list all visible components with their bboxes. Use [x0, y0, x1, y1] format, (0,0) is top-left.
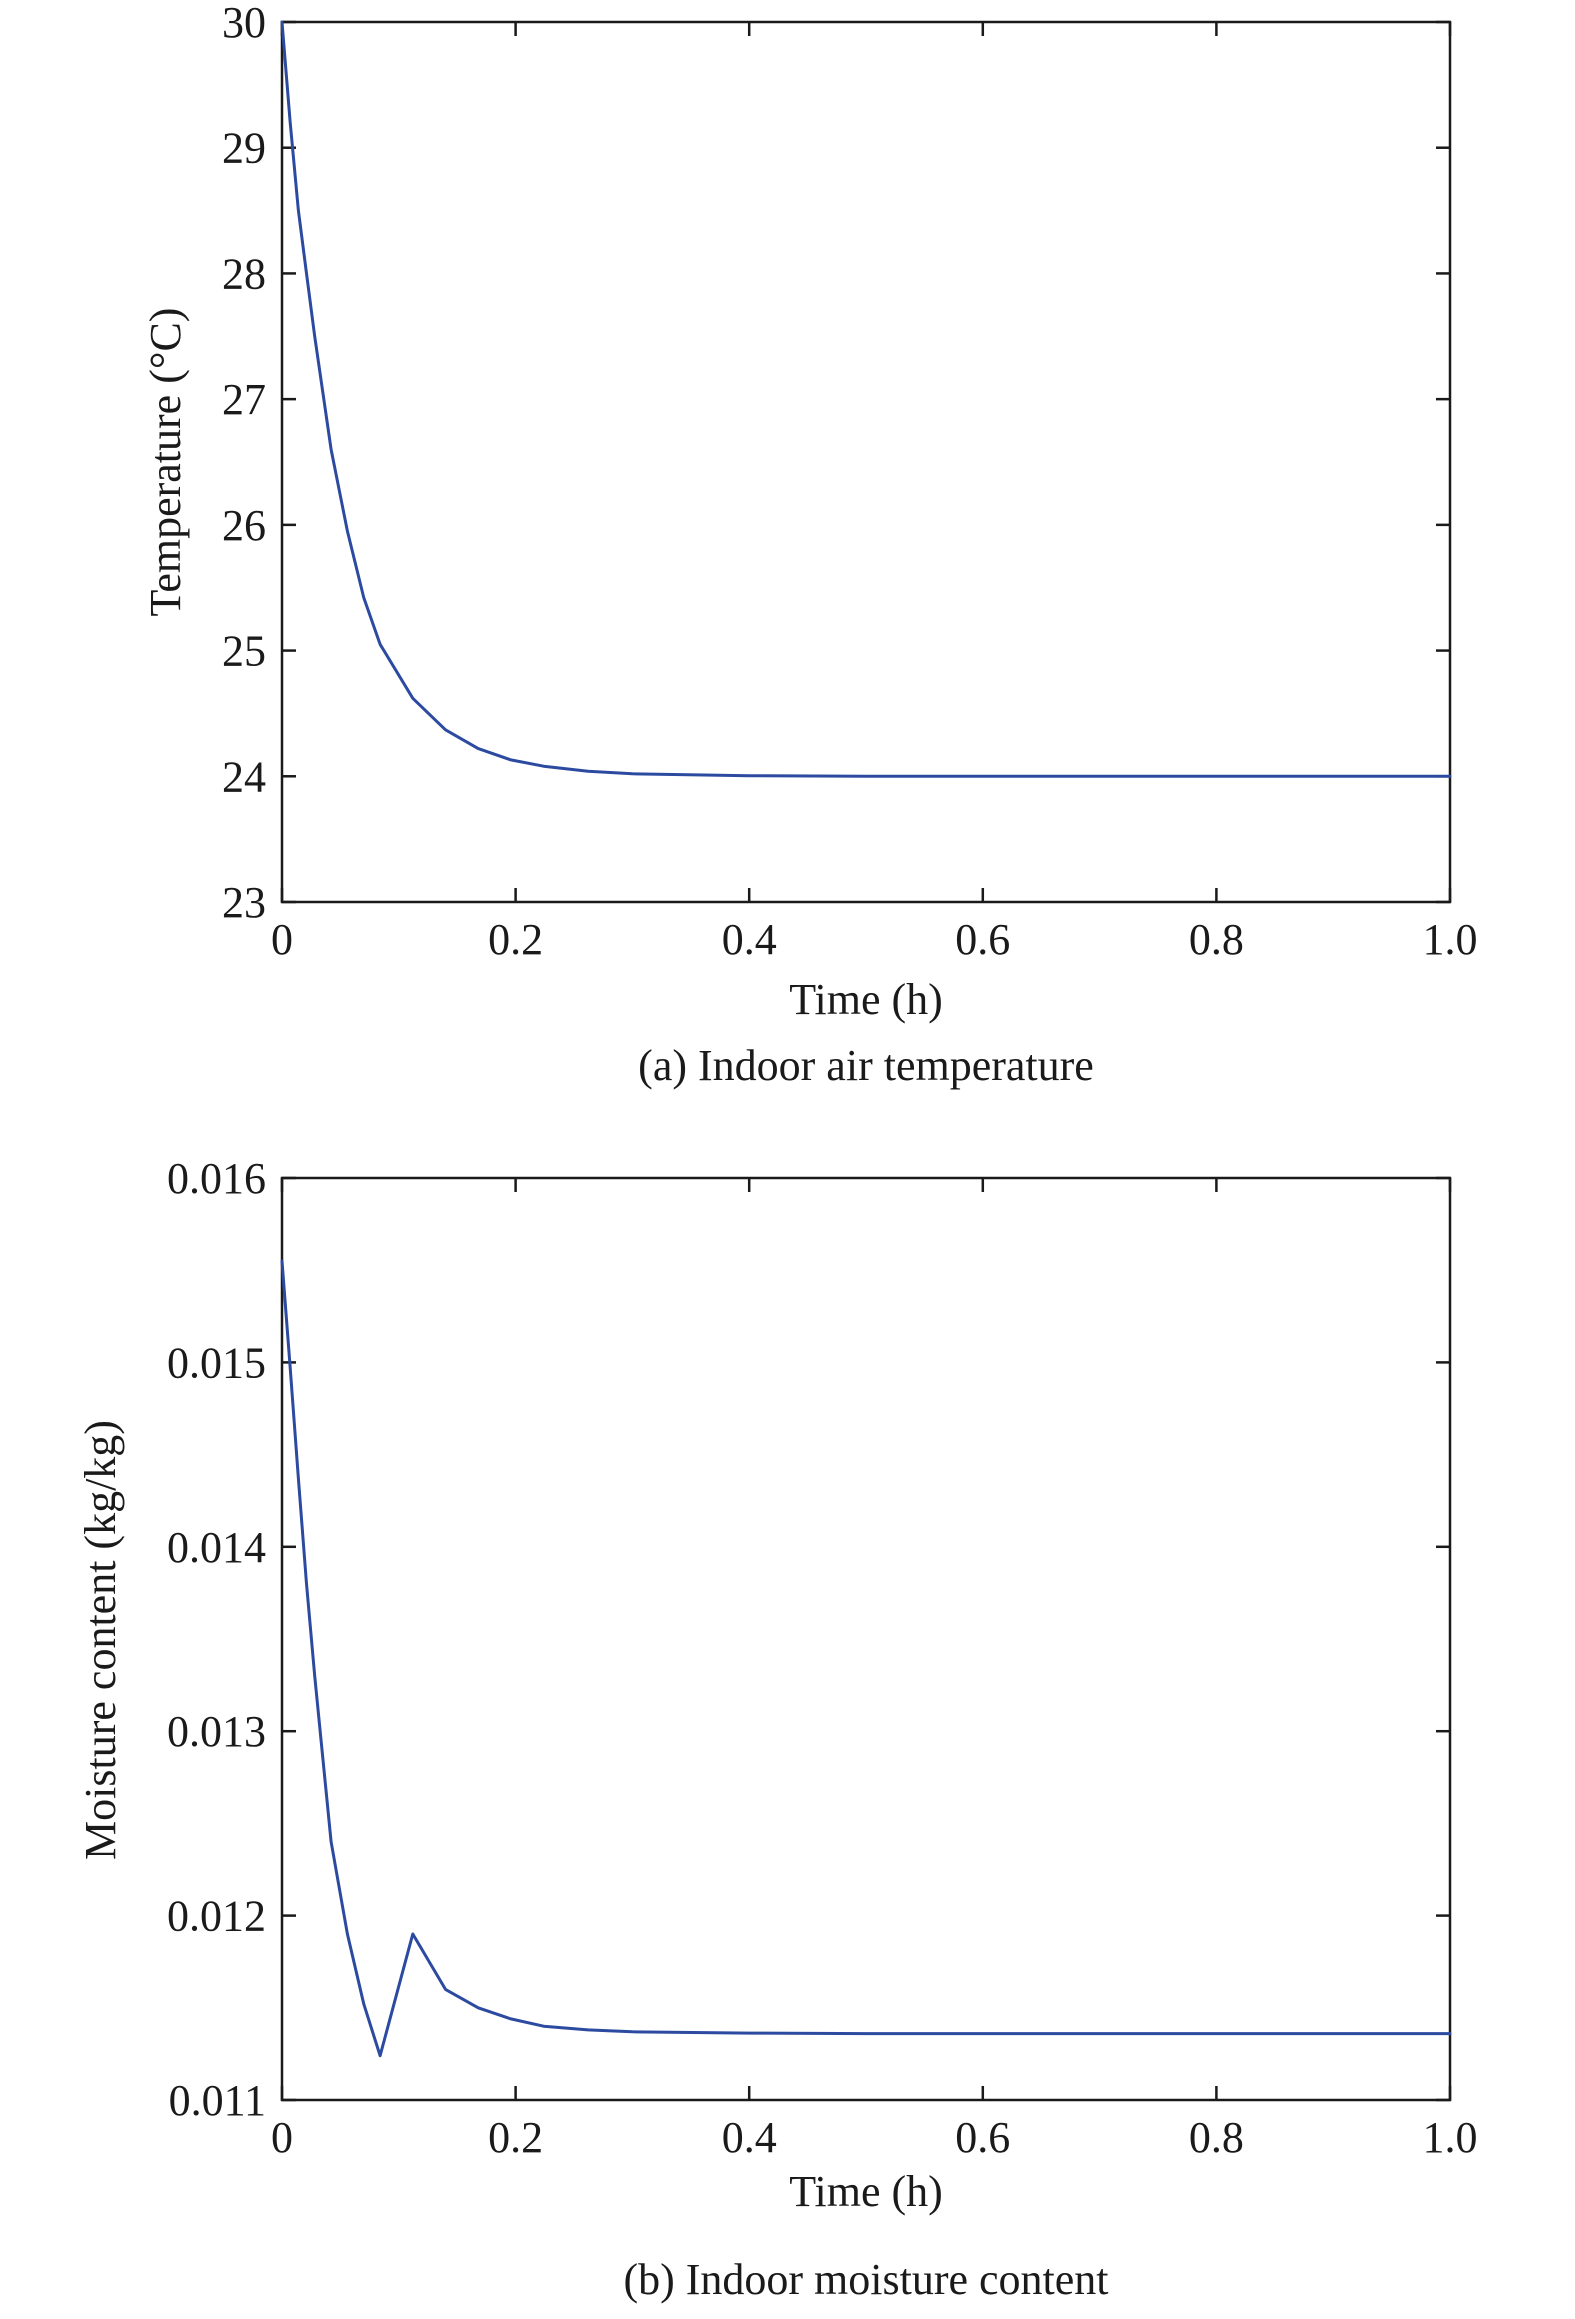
x-tick-label: 0.6	[955, 915, 1010, 964]
x-ticks: 0 0.2 0.4 0.6 0.8 1.0	[271, 1178, 1478, 2162]
y-tick-label: 25	[222, 627, 266, 676]
x-tick-label: 1.0	[1423, 2113, 1478, 2162]
x-tick-label: 0	[271, 915, 293, 964]
x-tick-label: 0	[271, 2113, 293, 2162]
series-line	[280, 20, 1452, 778]
y-axis-label: Moisture content (kg/kg)	[76, 1420, 125, 1860]
x-tick-label: 0.8	[1189, 2113, 1244, 2162]
x-tick-label: 0.6	[955, 2113, 1010, 2162]
series-group	[280, 20, 1452, 778]
x-tick-label: 0.2	[488, 915, 543, 964]
y-tick-label: 24	[222, 752, 266, 801]
y-tick-label: 0.011	[169, 2076, 266, 2125]
y-tick-label: 27	[222, 375, 266, 424]
x-tick-label: 0.2	[488, 2113, 543, 2162]
x-axis-label: Time (h)	[789, 2167, 943, 2216]
x-tick-label: 0.4	[722, 2113, 777, 2162]
y-ticks: 0.011 0.012 0.013 0.014 0.015 0.016	[167, 1154, 1450, 2125]
y-tick-label: 23	[222, 878, 266, 927]
x-ticks: 0 0.2 0.4 0.6 0.8 1.0	[271, 22, 1478, 964]
chart-caption: (a) Indoor air temperature	[638, 1041, 1094, 1090]
y-ticks: 23 24 25 26 27 28 29 30	[222, 0, 1450, 927]
y-tick-label: 26	[222, 501, 266, 550]
x-tick-label: 0.4	[722, 915, 777, 964]
chart-caption: (b) Indoor moisture content	[623, 2255, 1108, 2304]
y-tick-label: 30	[222, 0, 266, 47]
temperature-chart: 23 24 25 26 27 28 29 30 0 0.2 0.4 0.6 0.8 1.0 Time (…	[141, 0, 1478, 1090]
y-tick-label: 29	[222, 124, 266, 173]
plot-frame	[280, 1176, 1452, 2102]
y-tick-label: 0.012	[167, 1892, 266, 1941]
y-tick-label: 0.013	[167, 1707, 266, 1756]
y-tick-label: 0.015	[167, 1338, 266, 1387]
plot-frame	[280, 20, 1452, 904]
y-tick-label: 0.016	[167, 1154, 266, 1203]
y-axis-label: Temperature (°C)	[141, 308, 190, 617]
x-axis-label: Time (h)	[789, 975, 943, 1024]
series-group	[280, 1259, 1452, 2058]
x-tick-label: 0.8	[1189, 915, 1244, 964]
y-tick-label: 0.014	[167, 1523, 266, 1572]
series-line	[280, 1259, 1452, 2058]
x-tick-label: 1.0	[1423, 915, 1478, 964]
y-tick-label: 28	[222, 249, 266, 298]
